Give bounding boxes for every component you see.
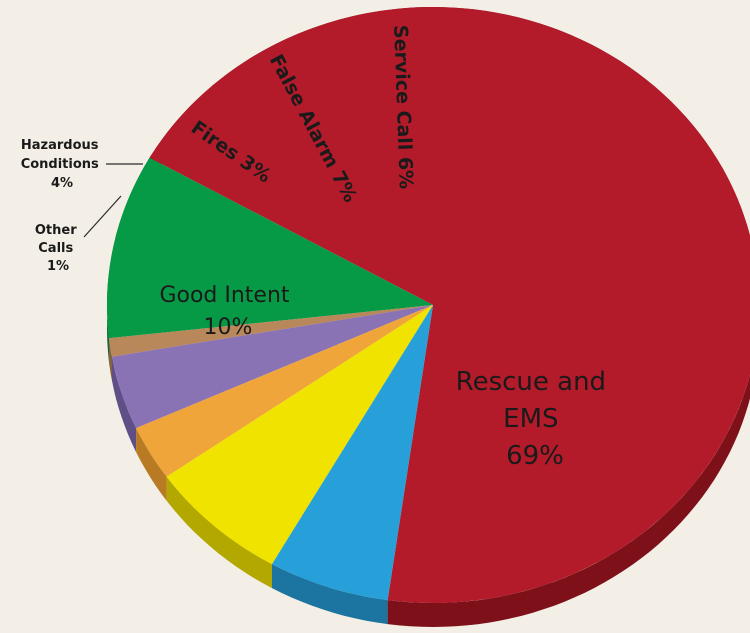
- slice-side-fires: [136, 428, 167, 501]
- leader-lines: [83, 163, 143, 238]
- label-other-calls: Other Calls 1%: [35, 223, 81, 274]
- slice-fires: [136, 305, 433, 477]
- slice-side-service-call: [272, 564, 388, 625]
- slice-false-alarm: [166, 305, 433, 565]
- label-rescue-ems: Rescue and EMS 69%: [456, 367, 615, 471]
- slice-other-calls: [109, 305, 433, 357]
- leader-line-other-calls: [83, 195, 122, 238]
- slice-hazardous-conditions: [112, 305, 433, 429]
- pie-slices: [106, 7, 750, 603]
- slice-service-call: [272, 305, 433, 601]
- slice-rescue-and-ems: [149, 7, 750, 603]
- slice-side-false-alarm: [166, 476, 272, 589]
- label-good-intent: Good Intent 10%: [159, 283, 296, 340]
- slice-side-hazardous-conditions: [112, 356, 137, 453]
- slice-good-intent: [106, 157, 434, 339]
- slice-side-other-calls: [109, 338, 112, 381]
- label-hazardous-conditions: Hazardous Conditions 4%: [21, 138, 104, 191]
